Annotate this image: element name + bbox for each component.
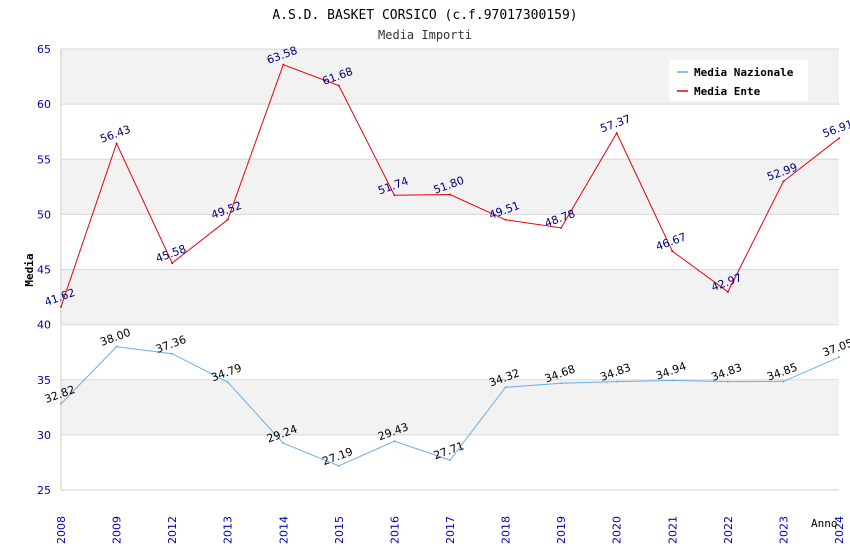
- x-tick-label: 2024: [833, 516, 846, 544]
- data-point: [726, 290, 729, 293]
- legend-label: Media Ente: [694, 85, 761, 98]
- y-tick-label: 50: [37, 208, 51, 221]
- data-point: [337, 464, 340, 467]
- grid-band: [61, 434, 839, 490]
- y-tick-label: 25: [37, 484, 51, 497]
- data-point: [115, 345, 118, 348]
- data-point: [393, 440, 396, 443]
- x-tick-label: 2016: [388, 516, 401, 544]
- data-point: [171, 352, 174, 355]
- x-axis-label: Anno: [811, 517, 838, 530]
- data-point: [838, 137, 840, 140]
- x-tick-label: 2013: [222, 516, 235, 544]
- x-tick-label: 2019: [555, 516, 568, 544]
- data-point: [671, 379, 674, 382]
- y-tick-label: 55: [37, 153, 51, 166]
- data-point: [60, 305, 62, 308]
- chart-subtitle: Media Importi: [378, 28, 472, 42]
- grid-band: [61, 214, 839, 270]
- data-point: [504, 218, 507, 221]
- legend-box: [669, 60, 808, 101]
- data-point: [782, 180, 785, 183]
- x-tick-label: 2017: [444, 516, 457, 544]
- x-tick-label: 2018: [500, 516, 513, 544]
- y-tick-label: 35: [37, 374, 51, 387]
- grid-band: [61, 324, 839, 380]
- data-point: [226, 381, 229, 384]
- data-point: [615, 132, 618, 135]
- y-tick-label: 30: [37, 429, 51, 442]
- data-point: [337, 84, 340, 87]
- y-tick-label: 40: [37, 319, 51, 332]
- data-point: [782, 380, 785, 383]
- y-tick-label: 45: [37, 264, 51, 277]
- chart-title: A.S.D. BASKET CORSICO (c.f.97017300159): [272, 8, 577, 23]
- data-point: [171, 262, 174, 265]
- grid-band: [61, 379, 839, 435]
- legend-label: Media Nazionale: [694, 66, 794, 79]
- data-point: [671, 250, 674, 253]
- x-tick-label: 2012: [166, 516, 179, 544]
- data-point: [449, 193, 451, 196]
- data-point: [60, 402, 62, 405]
- data-point: [560, 226, 563, 229]
- data-point: [449, 459, 451, 462]
- data-point: [226, 218, 229, 221]
- x-tick-label: 2015: [333, 516, 346, 544]
- grid-band: [61, 104, 839, 160]
- x-tick-label: 2021: [666, 516, 679, 544]
- y-tick-label: 60: [37, 98, 51, 111]
- x-tick-label: 2020: [611, 516, 624, 544]
- data-point: [615, 380, 618, 383]
- legend: Media Nazionale Media Ente: [669, 60, 808, 101]
- data-point: [560, 382, 563, 385]
- x-tick-label: 2023: [777, 516, 790, 544]
- x-tick-label: 2014: [277, 516, 290, 544]
- data-point: [282, 63, 285, 66]
- y-axis: 25 30 35 40 45 50 55 60 65: [37, 43, 51, 497]
- x-tick-label: 2008: [55, 516, 68, 544]
- data-point: [504, 386, 507, 389]
- x-tick-label: 2022: [722, 516, 735, 544]
- y-axis-label: Media: [23, 253, 36, 286]
- data-point: [282, 442, 285, 445]
- data-point: [838, 356, 840, 359]
- data-point: [393, 194, 396, 197]
- x-axis: 2008 2009 2012 2013 2014 2015 2016 2017 2018 2019…: [55, 516, 846, 544]
- x-tick-label: 2009: [111, 516, 124, 544]
- grid-band: [61, 159, 839, 215]
- data-point: [115, 142, 118, 145]
- plot-background: [60, 48, 839, 491]
- y-tick-label: 65: [37, 43, 51, 56]
- data-point: [726, 380, 729, 383]
